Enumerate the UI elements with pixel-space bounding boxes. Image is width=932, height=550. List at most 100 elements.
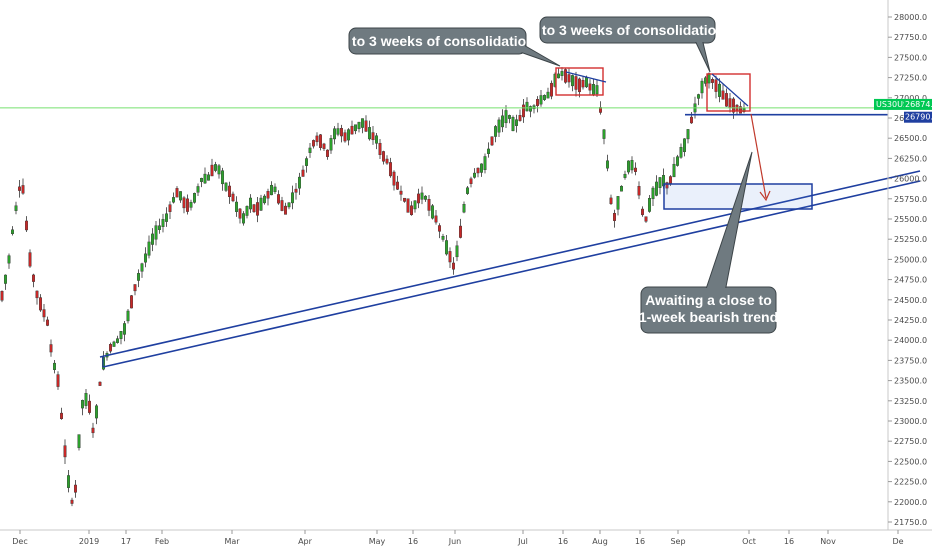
candle-body (294, 188, 298, 193)
candle-body (459, 225, 463, 238)
candle (25, 216, 29, 233)
candle (329, 135, 333, 154)
callout-consolidation-1-text: 2 to 3 weeks of consolidation (340, 33, 534, 49)
candle-body (42, 309, 46, 318)
trendline-lower (99, 170, 921, 358)
candle (238, 207, 242, 224)
wedge-line-1 (565, 71, 607, 83)
candle (378, 139, 382, 160)
candle-body (63, 445, 67, 458)
trendline-upper (102, 180, 921, 368)
symbol-tag-label: US30USD (876, 100, 914, 109)
candle (150, 228, 154, 252)
candle-body (291, 192, 295, 204)
candle-body (641, 208, 645, 216)
candle (336, 122, 340, 137)
candle-body (728, 98, 732, 109)
candle-body (672, 163, 676, 178)
candle-body (136, 273, 140, 281)
time-tick-label: De (892, 537, 903, 546)
time-axis[interactable]: Dec 2019 17 Feb Mar Apr May 16 Jun Jul 16 Aug 16 Sep O… (0, 529, 932, 546)
candle-body (497, 119, 501, 133)
candle (630, 156, 634, 174)
candle (60, 407, 64, 420)
candle (560, 67, 564, 81)
candle (473, 168, 477, 179)
candle (368, 120, 372, 141)
candle (613, 209, 617, 228)
candle (0, 290, 4, 303)
candle-body (396, 181, 400, 190)
candle-body (364, 120, 368, 132)
price-tick-label: 27500.0 (894, 53, 927, 62)
candle (686, 129, 690, 144)
candle (340, 124, 344, 143)
candle-body (91, 427, 95, 434)
price-axis[interactable]: 28000.027750.027500.027250.027000.026750… (874, 0, 932, 530)
time-tick-label: Jul (517, 537, 528, 546)
candle-body (595, 85, 599, 95)
candle (623, 170, 627, 180)
candle-body (602, 129, 606, 139)
candle-body (35, 290, 39, 299)
candle (189, 199, 193, 211)
candle (122, 320, 126, 342)
candle (284, 202, 288, 215)
candle-body (210, 164, 214, 177)
price-tick-label: 24750.0 (894, 276, 927, 285)
candle-body (154, 225, 158, 240)
candle (291, 185, 295, 210)
candle-body (53, 362, 57, 370)
candle (504, 105, 508, 128)
price-tick-label: 23250.0 (894, 397, 927, 406)
candle (714, 75, 718, 99)
candle (403, 197, 407, 203)
candle (511, 115, 515, 132)
candle (592, 79, 596, 97)
candle-body (438, 225, 442, 232)
candle-body (231, 193, 235, 202)
candle (399, 185, 403, 201)
candle-body (21, 185, 25, 194)
candle (171, 192, 175, 204)
candle-body (725, 93, 729, 107)
candle (196, 183, 200, 197)
price-tick-label: 24500.0 (894, 296, 927, 305)
candle (459, 218, 463, 239)
time-tick-label: 2019 (79, 537, 99, 546)
time-tick-label: 16 (784, 537, 794, 546)
candle-body (560, 71, 564, 76)
candle-body (574, 76, 578, 90)
candle (333, 126, 337, 145)
candle (616, 196, 620, 216)
candle (347, 128, 351, 146)
candle (683, 138, 687, 157)
candle-body (567, 74, 571, 83)
time-tick-label: Aug (592, 537, 608, 546)
candle (501, 109, 505, 133)
candle-body (676, 156, 680, 166)
candle-body (18, 186, 22, 191)
candle-body (217, 165, 221, 175)
candle-body (305, 158, 309, 166)
candle-body (280, 200, 284, 211)
candle-body (494, 126, 498, 137)
candle (326, 149, 330, 160)
candle-body (564, 69, 568, 83)
candle-body (665, 182, 669, 189)
candle-body (73, 484, 77, 493)
candle (319, 134, 323, 151)
candle (606, 154, 610, 172)
candle-body (357, 121, 361, 129)
candle (676, 154, 680, 167)
candle-body (518, 115, 522, 121)
candle (91, 422, 95, 438)
candle-body (571, 75, 575, 87)
candle-body (259, 197, 263, 211)
candle-body (140, 263, 144, 272)
candle-body (644, 216, 648, 222)
candle-body (203, 173, 207, 184)
candle-body (256, 202, 260, 216)
candle (42, 304, 46, 322)
